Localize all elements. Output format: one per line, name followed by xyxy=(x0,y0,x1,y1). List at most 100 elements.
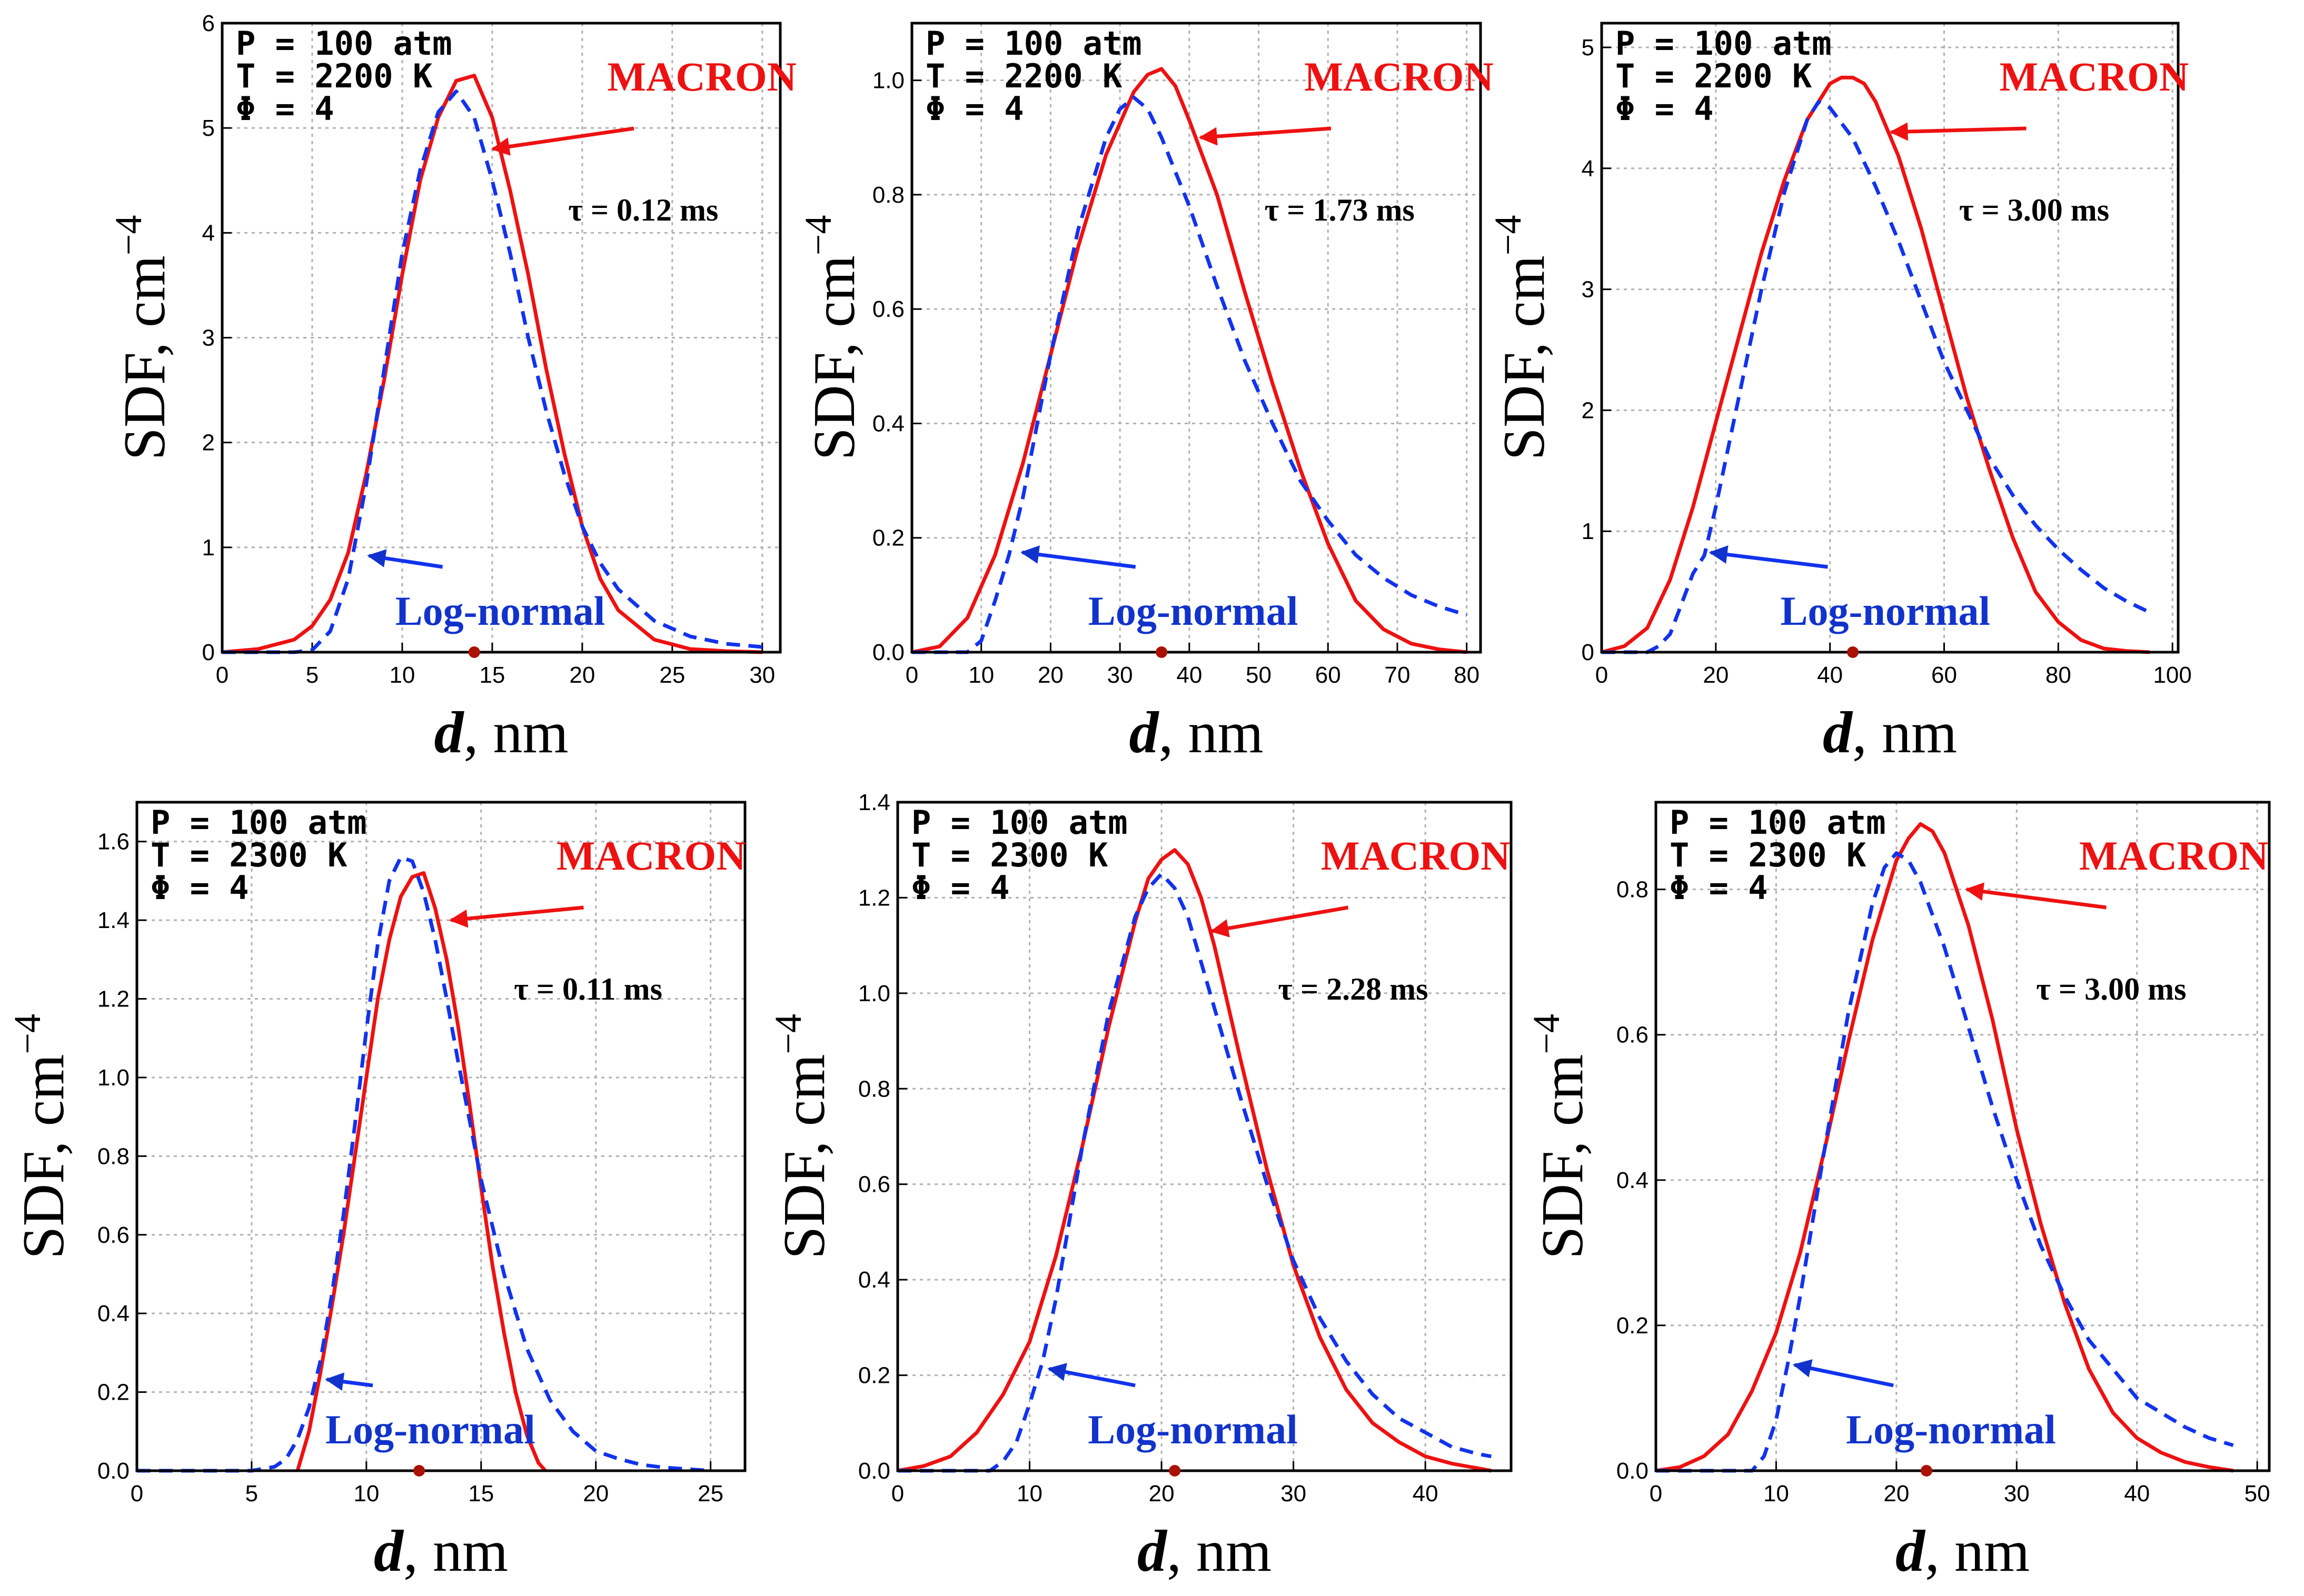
macron-label: MACRON xyxy=(2079,833,2269,879)
y-axis-title: SDF, cm−4 xyxy=(1525,1014,1595,1259)
x-axis-title: d, nm xyxy=(1823,700,1957,765)
y-tick-label: 1.2 xyxy=(97,986,130,1012)
param-temperature: T = 2200 K xyxy=(926,57,1123,95)
x-tick-label: 10 xyxy=(1017,1481,1042,1507)
chart-panel-5: 0 10 20 30 40 0.0 0.2 0.4 0.6 0.8 1.0 1.2 1.4 P = 100… xyxy=(767,790,1513,1584)
y-axis-title-main: SDF, cm xyxy=(112,255,177,460)
y-tick-label: 0.8 xyxy=(97,1143,130,1169)
x-tick-label: 30 xyxy=(749,662,775,688)
x-axis-title-var: d xyxy=(1137,1519,1168,1584)
plot-frame xyxy=(1654,801,2271,1472)
y-tick-label: 0 xyxy=(202,640,215,665)
lognormal-arrow xyxy=(325,1372,373,1391)
series-macron-line xyxy=(222,74,762,654)
y-tick-label: 0.0 xyxy=(1616,1458,1648,1484)
x-axis-title: d, nm xyxy=(1137,1519,1272,1584)
x-tick-label: 0 xyxy=(906,662,918,688)
series-lognormal-line xyxy=(222,89,763,654)
series-macron-line xyxy=(911,67,1467,654)
y-tick-label: 0.0 xyxy=(872,640,905,665)
series-lognormal-line xyxy=(137,855,711,1473)
x-tick-label: 20 xyxy=(583,1481,609,1507)
lognormal-label: Log-normal xyxy=(1846,1407,2056,1452)
x-axis-title-var: d xyxy=(434,700,464,765)
series-macron-line xyxy=(1601,75,2150,654)
y-axis-title: SDF, cm−4 xyxy=(107,215,177,461)
y-tick-label: 0.8 xyxy=(872,182,905,208)
x-tick-label: 30 xyxy=(1280,1481,1306,1507)
macron-arrow xyxy=(1889,122,2027,141)
lognormal-label: Log-normal xyxy=(325,1407,535,1452)
param-temperature: T = 2300 K xyxy=(151,836,347,874)
lognormal-arrow xyxy=(1047,1363,1136,1388)
series-lognormal-line xyxy=(898,872,1492,1473)
x-axis-title-var: d xyxy=(1895,1519,1926,1584)
tau-label: τ = 0.11 ms xyxy=(514,972,662,1006)
y-tick-label: 1 xyxy=(1582,518,1594,544)
x-axis-title: d, nm xyxy=(434,700,568,765)
x-tick-label: 0 xyxy=(1595,662,1608,688)
y-axis-title-exponent: −4 xyxy=(797,215,839,256)
macron-label: MACRON xyxy=(557,833,746,879)
lognormal-arrow xyxy=(1020,545,1136,569)
x-tick-label: 0 xyxy=(891,1481,904,1507)
peak-marker xyxy=(413,1465,425,1477)
y-axis-title: SDF, cm−4 xyxy=(797,215,867,461)
y-axis-title-exponent: −4 xyxy=(6,1014,48,1054)
macron-label: MACRON xyxy=(1321,833,1511,879)
x-tick-label: 70 xyxy=(1384,662,1410,688)
param-pressure: P = 100 atm xyxy=(151,803,367,842)
x-tick-label: 20 xyxy=(1703,662,1729,688)
y-tick-label: 0.6 xyxy=(872,296,905,322)
macron-label: MACRON xyxy=(607,54,797,99)
param-temperature: T = 2200 K xyxy=(236,57,433,95)
series-macron-line xyxy=(897,848,1492,1473)
param-temperature: T = 2300 K xyxy=(911,836,1108,874)
y-axis-title: SDF, cm−4 xyxy=(767,1014,837,1259)
peak-marker xyxy=(1169,1465,1181,1477)
lognormal-arrow xyxy=(367,549,443,569)
x-axis-title: d, nm xyxy=(1129,700,1263,765)
x-tick-label: 0 xyxy=(216,662,229,688)
y-tick-label: 6 xyxy=(202,11,215,36)
x-tick-label: 60 xyxy=(1931,662,1957,688)
macron-arrow xyxy=(1198,126,1332,146)
x-axis-title: d, nm xyxy=(374,1519,508,1584)
y-tick-label: 1 xyxy=(202,535,215,561)
x-tick-label: 30 xyxy=(1107,662,1133,688)
plot-frame xyxy=(910,22,1482,654)
y-tick-label: 4 xyxy=(202,220,215,246)
param-phi: Φ = 4 xyxy=(1615,89,1714,128)
y-axis-title-exponent: −4 xyxy=(107,215,150,256)
param-phi: Φ = 4 xyxy=(151,869,249,907)
x-tick-label: 40 xyxy=(1817,662,1843,688)
y-tick-label: 0.8 xyxy=(1616,877,1648,903)
y-tick-label: 1.0 xyxy=(872,68,905,94)
y-axis-title: SDF, cm−4 xyxy=(6,1014,76,1259)
param-pressure: P = 100 atm xyxy=(926,24,1142,63)
y-tick-label: 1.0 xyxy=(97,1065,130,1091)
x-axis-title-var: d xyxy=(1823,700,1853,765)
x-tick-label: 30 xyxy=(2004,1481,2030,1507)
x-tick-label: 15 xyxy=(468,1481,494,1507)
series-lognormal-line xyxy=(912,95,1467,654)
y-tick-label: 0.2 xyxy=(858,1363,890,1389)
macron-arrow xyxy=(1965,882,2107,910)
x-tick-label: 20 xyxy=(1149,1481,1175,1507)
x-tick-label: 60 xyxy=(1315,662,1341,688)
plot-frame xyxy=(221,22,782,654)
y-tick-label: 1.4 xyxy=(97,907,130,933)
lognormal-arrow xyxy=(1709,545,1828,569)
x-tick-label: 5 xyxy=(245,1481,258,1507)
x-tick-label: 25 xyxy=(659,662,685,688)
tau-label: τ = 3.00 ms xyxy=(2036,972,2186,1006)
x-tick-label: 40 xyxy=(1176,662,1202,688)
y-axis-title-main: SDF, cm xyxy=(772,1054,837,1259)
x-tick-label: 10 xyxy=(968,662,994,688)
param-pressure: P = 100 atm xyxy=(1615,24,1832,63)
macron-arrow xyxy=(1210,905,1349,937)
param-pressure: P = 100 atm xyxy=(911,803,1128,842)
x-tick-label: 25 xyxy=(698,1481,723,1507)
